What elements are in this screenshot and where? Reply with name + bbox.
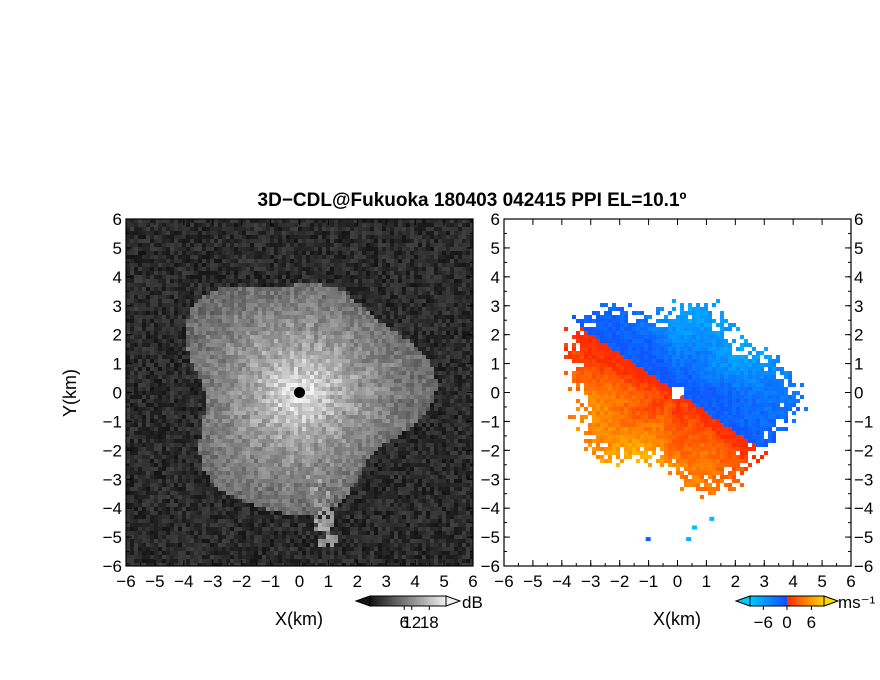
radar-center-marker (294, 387, 305, 398)
y-tick-label: 3 (113, 297, 122, 316)
x-tick-label: 2 (731, 572, 740, 591)
y-tick-label-right: −1 (854, 412, 873, 431)
y-tick-label-right: 6 (854, 210, 863, 229)
x-tick-label: −4 (552, 572, 571, 591)
y-tick-label: 1 (491, 355, 500, 374)
colorbar-low-end (734, 595, 751, 607)
y-tick-label: 6 (113, 210, 122, 229)
colorbar-tick-label: 18 (420, 613, 439, 632)
y-tick-label: −4 (103, 499, 122, 518)
x-tick-label: −3 (203, 572, 222, 591)
y-tick-label: 5 (113, 239, 122, 258)
x-tick-label: 4 (788, 572, 797, 591)
radar-center-marker (672, 387, 683, 398)
colorbar-high-end (445, 595, 462, 607)
y-tick-label: 0 (491, 384, 500, 403)
x-tick-label: −3 (581, 572, 600, 591)
colorbar-tick-label: 0 (782, 613, 791, 632)
y-tick-label: 5 (491, 239, 500, 258)
y-tick-label: −5 (103, 528, 122, 547)
x-tick-label: 6 (846, 572, 855, 591)
y-tick-label: 0 (113, 384, 122, 403)
x-tick-label: 5 (439, 572, 448, 591)
x-tick-label: −2 (232, 572, 251, 591)
x-tick-label: 2 (353, 572, 362, 591)
y-tick-label: −3 (481, 470, 500, 489)
velocity-image (564, 299, 808, 542)
x-tick-label: −1 (639, 572, 658, 591)
x-tick-label: 5 (817, 572, 826, 591)
colorbar-tick-label: −6 (754, 613, 773, 632)
y-tick-label-right: −5 (854, 528, 873, 547)
y-tick-label: −6 (103, 557, 122, 576)
y-tick-label-right: −6 (854, 557, 873, 576)
x-tick-label: 1 (702, 572, 711, 591)
y-tick-label: 2 (491, 326, 500, 345)
y-tick-label-right: −4 (854, 499, 873, 518)
colorbar-high-end (823, 595, 840, 607)
y-tick-label-right: −3 (854, 470, 873, 489)
reflectivity-colorbar-unit: dB (462, 593, 483, 612)
y-tick-label-right: 3 (854, 297, 863, 316)
x-tick-label: 1 (324, 572, 333, 591)
x-tick-label: 3 (382, 572, 391, 591)
velocity-colorbar-unit: ms⁻¹ (838, 593, 876, 612)
velocity-colorbar: −6 0 6 (734, 595, 840, 632)
y-tick-label: 4 (491, 268, 500, 287)
x-tick-label: 0 (673, 572, 682, 591)
x-tick-label: 0 (295, 572, 304, 591)
y-tick-label: −2 (481, 441, 500, 460)
x-tick-label: 4 (410, 572, 419, 591)
x-tick-label: 6 (468, 572, 477, 591)
y-tick-label: 6 (491, 210, 500, 229)
reflectivity-ylabel: Y(km) (60, 369, 80, 417)
y-tick-label-right: 0 (854, 384, 863, 403)
x-tick-label: −4 (174, 572, 193, 591)
x-tick-label: −5 (145, 572, 164, 591)
y-tick-label: 2 (113, 326, 122, 345)
y-tick-label: −4 (481, 499, 500, 518)
y-tick-label-right: 4 (854, 268, 863, 287)
y-tick-label-right: 2 (854, 326, 863, 345)
y-tick-label-right: 1 (854, 355, 863, 374)
y-tick-label: −2 (103, 441, 122, 460)
x-tick-label: −1 (261, 572, 280, 591)
x-tick-label: −2 (610, 572, 629, 591)
x-tick-label: −6 (116, 572, 135, 591)
x-tick-label: 3 (760, 572, 769, 591)
y-tick-label: −1 (103, 412, 122, 431)
y-tick-label-right: −2 (854, 441, 873, 460)
figure-title: 3D−CDL@Fukuoka 180403 042415 PPI EL=10.1… (258, 190, 687, 211)
x-tick-label: −5 (523, 572, 542, 591)
y-tick-label: −3 (103, 470, 122, 489)
colorbar-tick-label: 6 (807, 613, 816, 632)
y-tick-label: 1 (113, 355, 122, 374)
y-tick-label: −5 (481, 528, 500, 547)
velocity-xlabel: X(km) (653, 609, 701, 629)
reflectivity-image (126, 219, 473, 566)
y-tick-label: 4 (113, 268, 122, 287)
y-tick-label-right: 5 (854, 239, 863, 258)
colorbar-tick-label: 12 (402, 613, 421, 632)
y-tick-label: 3 (491, 297, 500, 316)
y-tick-label: −6 (481, 557, 500, 576)
velocity-ticks: −6 −5 −4 −3 −2 −1 0 1 2 3 4 5 6−6−5−4−3−2−10123456−6… (481, 210, 874, 591)
x-tick-label: −6 (494, 572, 513, 591)
reflectivity-xlabel: X(km) (275, 609, 323, 629)
colorbar-tick-label: 6 (399, 613, 408, 632)
y-tick-label: −1 (481, 412, 500, 431)
colorbar-low-end (354, 595, 371, 607)
velocity-panel: −6 −5 −4 −3 −2 −1 0 1 2 3 4 5 6−6−5−4−3−2−10123456−6… (481, 210, 876, 632)
